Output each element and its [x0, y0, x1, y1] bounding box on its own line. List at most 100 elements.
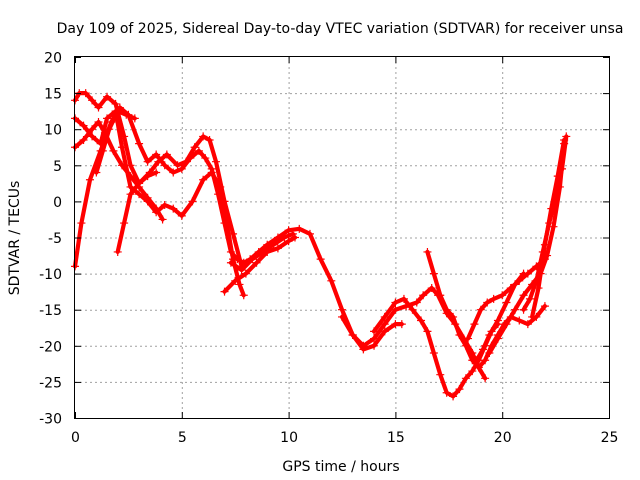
data-point-marker [160, 161, 169, 170]
data-point-marker [169, 168, 178, 177]
data-point-marker [528, 312, 537, 321]
data-point-marker [105, 125, 114, 134]
data-point-marker [442, 388, 451, 397]
data-point-marker [188, 197, 197, 206]
data-point-marker [470, 320, 479, 329]
data-point-marker [152, 150, 161, 159]
y-tick-label: -15 [39, 303, 62, 319]
grid-layer [75, 57, 609, 418]
data-point-marker [126, 190, 135, 199]
data-point-marker [216, 182, 225, 191]
data-point-marker [493, 316, 502, 325]
data-point-marker [455, 330, 464, 339]
x-tick-label: 25 [601, 430, 619, 446]
x-tick-label: 20 [494, 430, 512, 446]
data-point-marker [88, 96, 97, 105]
x-tick-label: 15 [387, 430, 405, 446]
data-point-marker [239, 291, 248, 300]
data-point-marker [493, 334, 502, 343]
data-point-marker [515, 316, 524, 325]
data-point-marker [81, 89, 90, 98]
series-track-line [72, 90, 244, 269]
data-point-marker [130, 114, 139, 123]
data-point-marker [316, 255, 325, 264]
data-point-marker [103, 114, 112, 123]
data-point-marker [152, 168, 161, 177]
data-point-marker [305, 229, 314, 238]
y-tick-label: 10 [44, 123, 62, 139]
data-point-marker [201, 154, 210, 163]
data-point-marker [417, 316, 426, 325]
data-point-marker [540, 240, 549, 249]
data-point-marker [391, 305, 400, 314]
data-point-marker [455, 385, 464, 394]
data-point-marker [553, 172, 562, 181]
series-track-line [115, 170, 159, 254]
data-point-marker [77, 219, 86, 228]
data-point-marker [162, 150, 171, 159]
y-tick-label: 15 [44, 87, 62, 103]
data-point-marker [511, 305, 520, 314]
data-point-marker [177, 164, 186, 173]
data-point-marker [143, 172, 152, 181]
data-point-marker [117, 161, 126, 170]
series-track-line [72, 119, 165, 222]
data-point-marker [540, 302, 549, 311]
data-point-marker [135, 179, 144, 188]
x-tick-label: 0 [71, 430, 80, 446]
data-point-marker [252, 258, 261, 267]
series-track-line [529, 137, 567, 319]
data-point-marker [109, 146, 118, 155]
data-series [113, 168, 161, 256]
data-series [71, 107, 248, 300]
data-point-marker [111, 99, 120, 108]
data-point-marker [338, 312, 346, 321]
x-tick-label: 5 [178, 430, 187, 446]
series-track-line [222, 235, 298, 294]
series-layer [71, 89, 571, 401]
data-point-marker [468, 367, 477, 376]
data-point-marker [399, 294, 408, 303]
y-tick-label: 0 [53, 195, 62, 211]
data-point-marker [511, 280, 520, 289]
data-point-marker [92, 168, 101, 177]
data-point-marker [143, 157, 152, 166]
data-point-marker [485, 349, 494, 358]
data-point-marker [237, 265, 246, 274]
data-series [220, 233, 300, 296]
data-point-marker [120, 219, 129, 228]
data-point-marker [472, 356, 481, 365]
chart-title: Day 109 of 2025, Sidereal Day-to-day VTE… [57, 21, 624, 37]
tick-layer: 0 5 10 15 20 25 -30 -25 -20 -15 -10 -5 0 5 10 15 20 [39, 51, 618, 447]
data-point-marker [474, 363, 483, 372]
data-series [71, 117, 167, 224]
data-point-marker [397, 320, 406, 329]
data-point-marker [442, 305, 451, 314]
data-point-marker [483, 298, 492, 307]
data-series [528, 136, 569, 321]
data-point-marker [182, 157, 191, 166]
data-point-marker [113, 107, 122, 116]
data-point-marker [211, 157, 220, 166]
data-series [92, 107, 139, 177]
data-point-marker [547, 204, 556, 213]
data-point-marker [502, 320, 511, 329]
data-point-marker [391, 298, 400, 307]
data-point-marker [79, 136, 88, 145]
data-point-marker [154, 157, 163, 166]
data-point-marker [226, 258, 235, 267]
data-point-marker [207, 168, 216, 177]
data-point-marker [489, 294, 498, 303]
data-point-marker [122, 110, 131, 119]
y-tick-label: -25 [39, 375, 62, 391]
data-point-marker [143, 193, 152, 202]
data-point-marker [436, 370, 445, 379]
data-point-marker [519, 305, 528, 314]
data-point-marker [173, 161, 182, 170]
data-point-marker [94, 117, 103, 126]
data-point-marker [231, 276, 240, 285]
data-point-marker [135, 139, 144, 148]
data-point-marker [158, 215, 167, 224]
data-point-marker [523, 320, 532, 329]
